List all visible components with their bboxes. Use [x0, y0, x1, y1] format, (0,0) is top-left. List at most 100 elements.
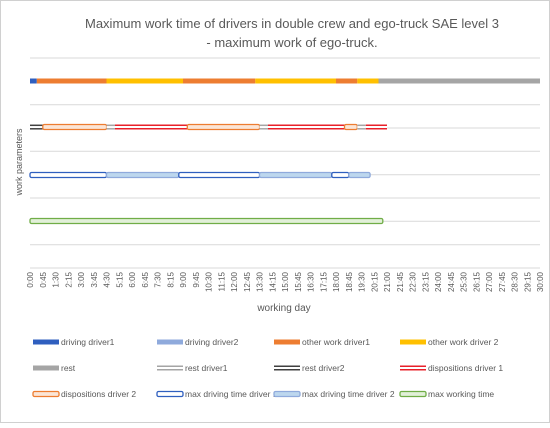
x-tick-label: 15:45 — [294, 271, 303, 292]
x-tick-label: 2:15 — [64, 271, 73, 287]
legend-label: max working time — [428, 389, 494, 399]
timeline-row — [30, 78, 540, 84]
segment-driving-driver1 — [30, 78, 37, 84]
segment-rest-driver1-bg — [357, 124, 366, 130]
segment-dispositions-driver-1 — [115, 124, 188, 130]
segment-rest — [378, 78, 540, 84]
y-axis-label: work parameters — [14, 128, 24, 197]
segment-dispositions-driver-2 — [343, 123, 358, 131]
segment-rest-driver1-bg — [106, 124, 115, 130]
x-tick-label: 15:00 — [281, 271, 290, 292]
legend-item: rest — [33, 363, 76, 373]
segment-max-driving-time-driver-2 — [258, 171, 333, 179]
x-tick-label: 12:45 — [243, 271, 252, 292]
x-tick-label: 6:00 — [128, 271, 137, 287]
legend-label: max driving time driver 2 — [302, 389, 395, 399]
legend-label: dispositions driver 1 — [428, 363, 503, 373]
x-tick-label: 9:45 — [192, 271, 201, 287]
legend-label: rest driver2 — [302, 363, 345, 373]
x-axis-label: working day — [256, 303, 310, 314]
x-tick-label: 26:15 — [472, 271, 481, 292]
segment-rest-driver2-bg — [30, 124, 43, 130]
x-tick-label: 0:00 — [26, 271, 35, 287]
segment-max-driving-time-driver-2 — [348, 171, 371, 179]
x-tick-label: 14:15 — [268, 271, 277, 292]
legend-label: rest driver1 — [185, 363, 228, 373]
segment-rest-driver1 — [357, 124, 366, 130]
x-tick-label: 8:15 — [166, 271, 175, 287]
x-tick-label: 3:00 — [77, 271, 86, 287]
legend-swatch-bg — [274, 365, 300, 371]
x-tick-label: 22:30 — [409, 271, 418, 292]
legend-item: max driving time driver 2 — [273, 389, 395, 399]
legend-swatch — [157, 339, 183, 345]
segment-rest-driver1-bg — [259, 124, 268, 130]
legend-swatch — [400, 339, 426, 345]
legend-label: other work driver1 — [302, 337, 370, 347]
x-tick-label: 23:15 — [421, 271, 430, 292]
segment-dispositions-driver-1-bg — [268, 124, 345, 130]
legend-label: driving driver1 — [61, 337, 115, 347]
segment-max-working-time — [29, 217, 384, 225]
chart-title-line1: Maximum work time of drivers in double c… — [85, 16, 499, 31]
x-tick-label: 10:30 — [205, 271, 214, 292]
segment-max-driving-time-driver-2 — [105, 171, 180, 179]
x-tick-label: 24:00 — [434, 271, 443, 292]
segment-dispositions-driver-2 — [186, 123, 261, 131]
x-tick-label: 21:00 — [383, 271, 392, 292]
legend-label: rest — [61, 363, 76, 373]
x-tick-label: 19:30 — [358, 271, 367, 292]
x-tick-label: 7:30 — [154, 271, 163, 287]
x-tick-label: 9:00 — [179, 271, 188, 287]
x-tick-label: 5:15 — [115, 271, 124, 287]
segment-dispositions-driver-1-bg — [365, 124, 388, 130]
legend-item: rest driver2 — [274, 363, 345, 373]
segment-other-work-driver-2 — [255, 78, 337, 84]
timeline-row — [30, 123, 388, 131]
legend-swatch — [273, 390, 301, 398]
x-tick-label: 27:00 — [485, 271, 494, 292]
x-tick-label: 3:45 — [90, 271, 99, 287]
segment-other-work-driver1 — [336, 78, 358, 84]
x-tick-label: 21:45 — [396, 271, 405, 292]
legend-swatch-bg — [157, 365, 183, 371]
legend-item: rest driver1 — [157, 363, 228, 373]
x-tick-label: 13:30 — [256, 271, 265, 292]
x-tick-label: 12:00 — [230, 271, 239, 292]
legend-swatch — [33, 365, 59, 371]
legend-item: other work driver1 — [274, 337, 370, 347]
x-tick-label: 0:45 — [39, 271, 48, 287]
segment-dispositions-driver-1 — [268, 124, 345, 130]
legend-item: dispositions driver 1 — [400, 363, 503, 373]
legend-swatch — [156, 390, 184, 398]
legend-item: other work driver 2 — [400, 337, 499, 347]
legend-item: max working time — [399, 389, 494, 399]
legend-swatch — [399, 390, 427, 398]
legend-label: max driving time driver 1 — [185, 389, 278, 399]
legend-item: driving driver1 — [33, 337, 115, 347]
x-tick-label: 4:30 — [103, 271, 112, 287]
x-tick-label: 20:15 — [370, 271, 379, 292]
legend-swatch — [274, 365, 300, 371]
x-tick-label: 16:30 — [307, 271, 316, 292]
segment-max-driving-time-driver-1 — [29, 171, 108, 179]
bars — [29, 78, 540, 225]
x-tick-label: 11:15 — [217, 271, 226, 291]
segment-dispositions-driver-1-bg — [115, 124, 188, 130]
x-tick-label: 18:00 — [332, 271, 341, 292]
segment-rest-driver1 — [259, 124, 268, 130]
legend-swatch — [400, 365, 426, 371]
x-tick-label: 30:00 — [536, 271, 545, 292]
legend-label: dispositions driver 2 — [61, 389, 136, 399]
legend-swatch — [33, 339, 59, 345]
legend-item: dispositions driver 2 — [32, 389, 136, 399]
timeline-row — [29, 171, 371, 179]
segment-max-driving-time-driver-1 — [331, 171, 350, 179]
legend-swatch — [274, 339, 300, 345]
legend-swatch — [157, 365, 183, 371]
segment-max-driving-time-driver-1 — [178, 171, 261, 179]
segment-rest-driver2 — [30, 124, 43, 130]
legend-item: max driving time driver 1 — [156, 389, 278, 399]
x-tick-label: 29:15 — [523, 271, 532, 292]
